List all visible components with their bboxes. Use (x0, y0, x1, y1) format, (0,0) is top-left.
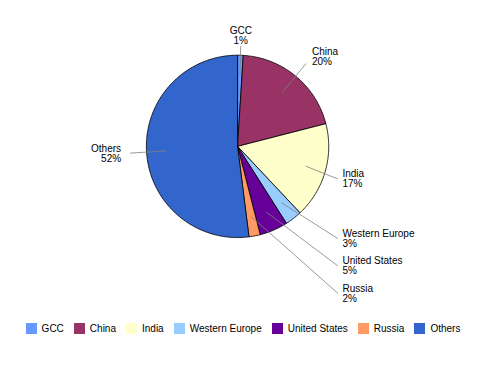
svg-text:United States5%: United States5% (342, 255, 402, 276)
html-text:China: China (89, 323, 116, 334)
svg-text:Others52%: Others52% (91, 143, 121, 164)
svg-text:China20%: China20% (312, 46, 339, 67)
svg-text:GCC1%: GCC1% (230, 25, 252, 46)
html-text:GCC: GCC (41, 323, 64, 334)
html-text:Russia: Russia (373, 323, 405, 334)
html-text:India: India (142, 323, 164, 334)
svg-text:Russia2%: Russia2% (342, 283, 373, 304)
svg-text:Western Europe3%: Western Europe3% (342, 228, 415, 249)
html-text:United States: United States (287, 323, 348, 334)
svg-text:India17%: India17% (342, 168, 364, 189)
html-text:Others: Others (430, 323, 461, 334)
html-text:Western Europe: Western Europe (189, 323, 262, 334)
